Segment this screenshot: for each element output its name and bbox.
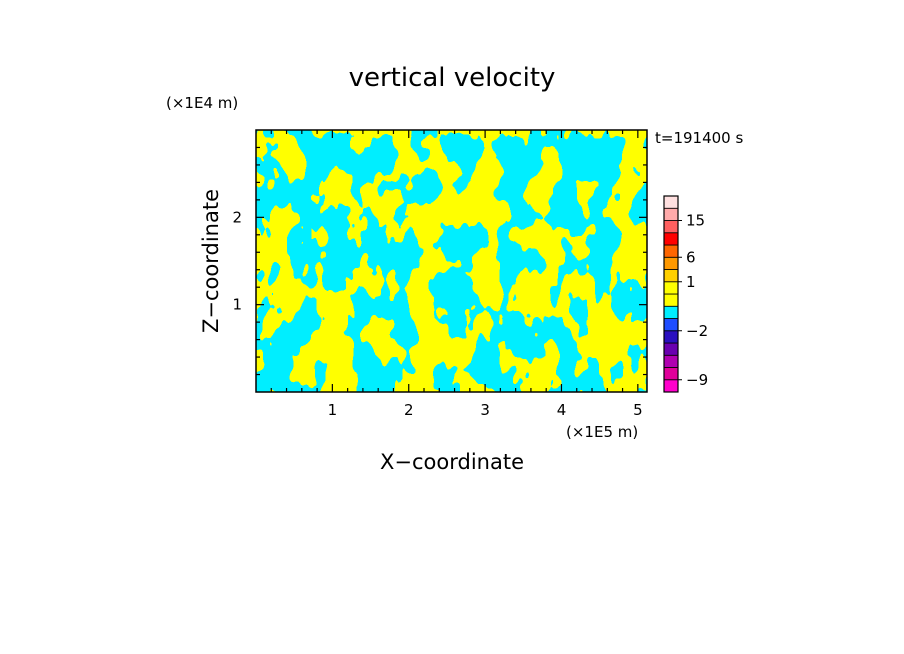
colorbar-band xyxy=(663,342,679,356)
colorbar-band xyxy=(663,367,679,381)
colorbar-band xyxy=(663,293,679,307)
colorbar-band xyxy=(663,379,679,393)
y-tick-label: 1 xyxy=(232,296,242,314)
colorbar-frame xyxy=(663,195,679,393)
plot-frame xyxy=(255,129,648,393)
colorbar-tick-label: −2 xyxy=(686,322,708,340)
chart-title: vertical velocity xyxy=(349,63,556,93)
colorbar-band xyxy=(663,207,679,221)
x-unit-label: (×1E5 m) xyxy=(566,423,638,441)
colorbar-band xyxy=(663,220,679,234)
colorbar: 15 6 1 −2 −9 xyxy=(663,195,708,393)
colorbar-band xyxy=(663,256,679,270)
colorbar-tick-label: 6 xyxy=(686,248,696,266)
y-tick-label: 2 xyxy=(232,208,242,226)
colorbar-band xyxy=(663,318,679,332)
x-tick-label: 2 xyxy=(404,401,414,419)
colorbar-band xyxy=(663,330,679,344)
colorbar-band xyxy=(663,281,679,295)
x-tick-label: 1 xyxy=(328,401,338,419)
colorbar-band xyxy=(663,232,679,246)
colorbar-tick-label: 1 xyxy=(686,273,696,291)
contour-field xyxy=(256,130,647,392)
x-tick-label: 4 xyxy=(557,401,567,419)
colorbar-band xyxy=(663,269,679,283)
x-axis-ticks: 1 2 3 4 5 xyxy=(270,130,643,419)
y-axis-label: Z−coordinate xyxy=(199,189,223,333)
time-label: t=191400 s xyxy=(655,129,743,147)
colorbar-band xyxy=(663,244,679,258)
x-tick-label: 5 xyxy=(633,401,643,419)
colorbar-tick-label: 15 xyxy=(686,212,705,230)
positive-region xyxy=(256,130,647,392)
colorbar-band xyxy=(663,354,679,368)
y-unit-label: (×1E4 m) xyxy=(166,94,238,112)
colorbar-tick-label: −9 xyxy=(686,371,708,389)
colorbar-band xyxy=(663,305,679,319)
x-tick-label: 3 xyxy=(480,401,490,419)
y-axis-ticks: 12 xyxy=(232,146,647,376)
colorbar-band xyxy=(663,195,679,209)
x-axis-label: X−coordinate xyxy=(380,450,524,474)
